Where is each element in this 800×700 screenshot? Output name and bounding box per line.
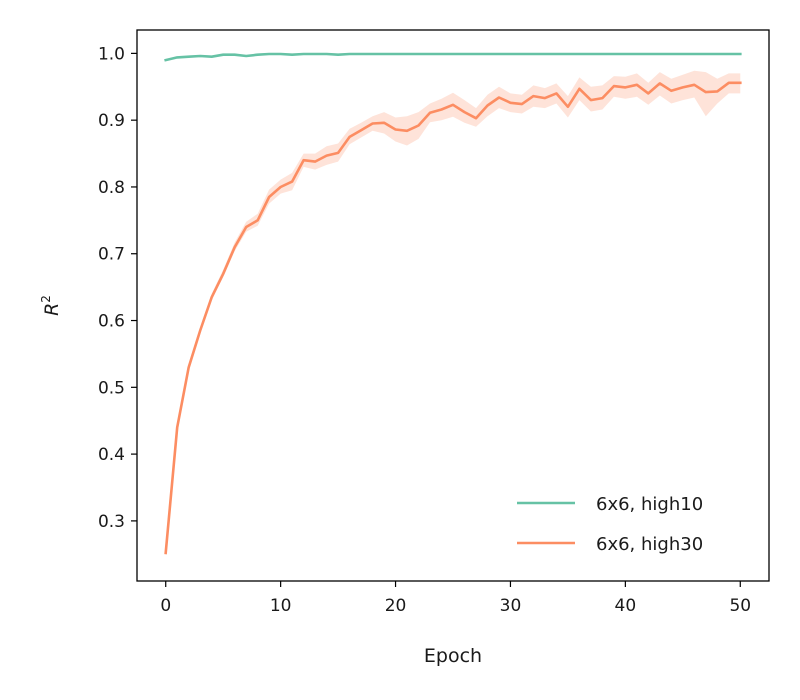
y-tick-label: 0.8 <box>98 178 125 198</box>
y-tick-label: 0.3 <box>98 512 125 532</box>
series-line <box>164 52 742 62</box>
y-tick-label: 0.7 <box>98 245 125 265</box>
legend: 6x6, high10 6x6, high30 <box>517 494 703 555</box>
y-axis-label-superscript: 2 <box>39 295 53 303</box>
x-tick-label: 30 <box>500 596 522 616</box>
confidence-bands <box>165 70 741 555</box>
y-axis-ticks: 0.3 0.4 0.5 0.6 0.7 0.8 0.9 1.0 <box>98 44 137 532</box>
x-tick-label: 10 <box>270 596 292 616</box>
y-axis-label: R2 <box>39 295 63 316</box>
confidence-band <box>165 70 741 555</box>
legend-label: 6x6, high30 <box>596 534 703 555</box>
y-tick-label: 0.5 <box>98 378 125 398</box>
y-tick-label: 0.9 <box>98 111 125 131</box>
x-tick-label: 0 <box>160 596 171 616</box>
x-axis-label: Epoch <box>424 645 482 667</box>
y-axis-label-base: R <box>41 303 63 316</box>
plot-frame <box>136 29 770 582</box>
x-axis-ticks: 0 10 20 30 40 50 <box>160 581 751 616</box>
x-tick-label: 20 <box>385 596 407 616</box>
x-tick-label: 50 <box>729 596 751 616</box>
y-tick-label: 0.6 <box>98 312 125 332</box>
series-line <box>164 81 742 555</box>
series-lines <box>164 52 742 555</box>
x-tick-label: 40 <box>615 596 637 616</box>
y-tick-label: 0.4 <box>98 445 125 465</box>
legend-label: 6x6, high10 <box>596 494 703 515</box>
y-tick-label: 1.0 <box>98 44 125 64</box>
